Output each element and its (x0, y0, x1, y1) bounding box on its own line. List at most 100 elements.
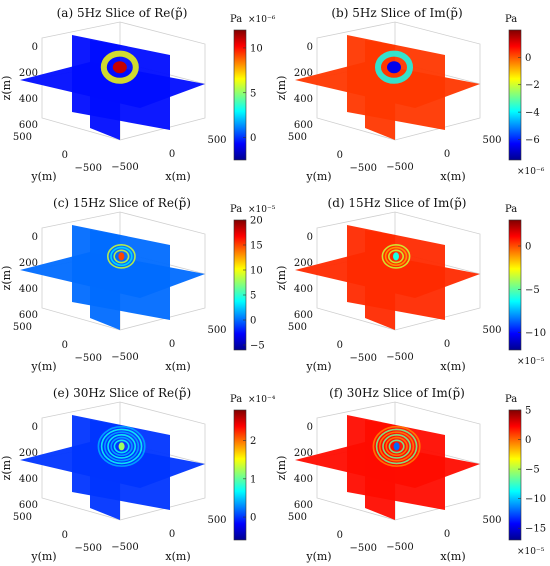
x-tick-label: 500 (482, 135, 501, 146)
z-tick-label: 0 (307, 232, 313, 243)
wave-ring (110, 246, 133, 267)
vertical-slice-2 (90, 420, 120, 520)
wave-ring (384, 246, 408, 267)
y-tick-label: −500 (75, 353, 102, 364)
colorbar-tick-label: 10 (250, 43, 263, 54)
x-tick-label: 0 (169, 339, 175, 350)
x-tick-label: −500 (111, 162, 138, 173)
colorbar-tick-label: −2 (525, 80, 540, 91)
colorbar-unit: Pa (230, 204, 242, 215)
wave-ring (104, 431, 140, 462)
panel-c: (c) 15Hz Slice of Re(p̃)0200400600z(m)50… (0, 196, 276, 373)
z-axis-label: z(m) (0, 266, 13, 291)
y-tick-label: 500 (13, 322, 32, 333)
z-axis-label: z(m) (0, 456, 13, 481)
x-tick-label: 0 (169, 529, 175, 540)
x-axis-label: x(m) (440, 550, 465, 563)
z-tick-label: 0 (32, 232, 38, 243)
colorbar-tick-label: 5 (250, 88, 256, 99)
y-axis-label: y(m) (30, 550, 56, 563)
z-tick-label: 200 (19, 258, 38, 269)
wave-ring (107, 244, 136, 269)
colorbar-exponent: ×10⁻⁵ (517, 547, 545, 557)
source-peak (118, 252, 125, 261)
y-axis-label: y(m) (305, 360, 331, 373)
x-axis-label: x(m) (440, 170, 465, 183)
y-ticks: 500 0 −500 (13, 322, 102, 364)
x-axis-label: x(m) (165, 170, 190, 183)
wave-ring (100, 428, 143, 465)
colorbar: 5 0 −5 −10 −15 Pa ×10⁻⁵ (505, 394, 546, 557)
colorbar-gradient (233, 219, 247, 351)
y-ticks: 500 0 −500 (13, 512, 102, 554)
z-axis-label: z(m) (275, 76, 288, 101)
y-tick-label: −500 (350, 353, 377, 364)
y-tick-label: −500 (350, 163, 377, 174)
x-axis-label: x(m) (165, 360, 190, 373)
y-tick-label: 500 (288, 132, 307, 143)
y-axis-label: y(m) (30, 170, 56, 183)
colorbar: 20 15 10 5 0 −5 Pa ×10⁻⁵ (230, 204, 276, 352)
colorbar-tick-label: 0 (525, 242, 531, 253)
wave-ring (379, 431, 415, 462)
colorbar-tick-label: −5 (525, 465, 540, 476)
y-tick-label: 0 (62, 530, 68, 541)
colorbar-unit: Pa (505, 14, 517, 25)
colorbar-gradient (233, 409, 247, 541)
colorbar-unit: Pa (230, 14, 242, 25)
colorbar-tick-label: −4 (525, 108, 540, 119)
y-tick-label: 500 (13, 512, 32, 523)
vertical-slice-2 (90, 230, 120, 330)
colorbar-gradient (508, 219, 522, 351)
wave-ring (381, 244, 411, 269)
y-tick-label: 0 (337, 530, 343, 541)
z-tick-label: 400 (294, 474, 313, 485)
y-axis-label: y(m) (30, 360, 56, 373)
z-ticks: 0 200 400 600 (294, 422, 313, 511)
colorbar: 10 5 0 Pa ×10⁻⁶ (230, 14, 276, 161)
wave-ring (113, 249, 130, 264)
x-ticks: −500 0 500 (111, 135, 226, 173)
source-peak (112, 61, 127, 74)
colorbar-tick-label: −10 (525, 494, 546, 505)
x-ticks: −500 0 500 (111, 325, 226, 363)
x-tick-label: 0 (444, 339, 450, 350)
wave-ring (388, 249, 405, 264)
y-ticks: 500 0 −500 (288, 322, 377, 364)
panel-b: (b) 5Hz Slice of Im(p̃) 0 200 400 600 z(m) 500… (275, 6, 545, 183)
y-axis-label: y(m) (305, 550, 331, 563)
panel-a: (a) 5Hz Slice of Re(p̃)0200400600z(m)500… (0, 6, 276, 183)
source-peak (393, 442, 400, 451)
z-tick-label: 400 (294, 284, 313, 295)
wavefield (381, 244, 411, 269)
colorbar-gradient (508, 29, 522, 161)
y-tick-label: 500 (288, 322, 307, 333)
colorbar-exponent: ×10⁻⁵ (517, 357, 545, 367)
panel-d: (d) 15Hz Slice of Im(p̃) 0 200 400 600 z(m) 50… (275, 196, 546, 373)
z-axis-label: z(m) (275, 266, 288, 291)
z-ticks: 0 200 400 600 (19, 232, 38, 321)
panel-title: (b) 5Hz Slice of Im(p̃) (331, 6, 462, 20)
x-ticks: −500 0 500 (386, 515, 501, 553)
x-ticks: −500 0 500 (386, 325, 501, 363)
y-tick-label: 0 (62, 340, 68, 351)
wave-ring (100, 50, 139, 84)
z-ticks: 0 200 400 600 (294, 42, 313, 131)
wavefield (100, 50, 139, 84)
vertical-slice-2 (365, 230, 395, 330)
colorbar-tick-label: 1 (250, 474, 256, 485)
z-ticks: 0 200 400 600 (294, 232, 313, 321)
wavefield (107, 244, 136, 269)
z-tick-label: 600 (19, 500, 38, 511)
colorbar-gradient (233, 29, 247, 161)
colorbar-tick-label: 15 (250, 241, 263, 252)
panel-title: (e) 30Hz Slice of Re(p̃) (53, 386, 191, 400)
z-tick-label: 400 (19, 474, 38, 485)
colorbar-tick-label: 0 (525, 53, 531, 64)
colorbar-exponent: ×10⁻⁶ (517, 167, 545, 177)
x-tick-label: 500 (207, 135, 226, 146)
vertical-slice-2 (90, 40, 120, 140)
wave-ring (382, 434, 412, 459)
panel-title: (c) 15Hz Slice of Re(p̃) (53, 196, 191, 210)
y-tick-label: −500 (350, 543, 377, 554)
